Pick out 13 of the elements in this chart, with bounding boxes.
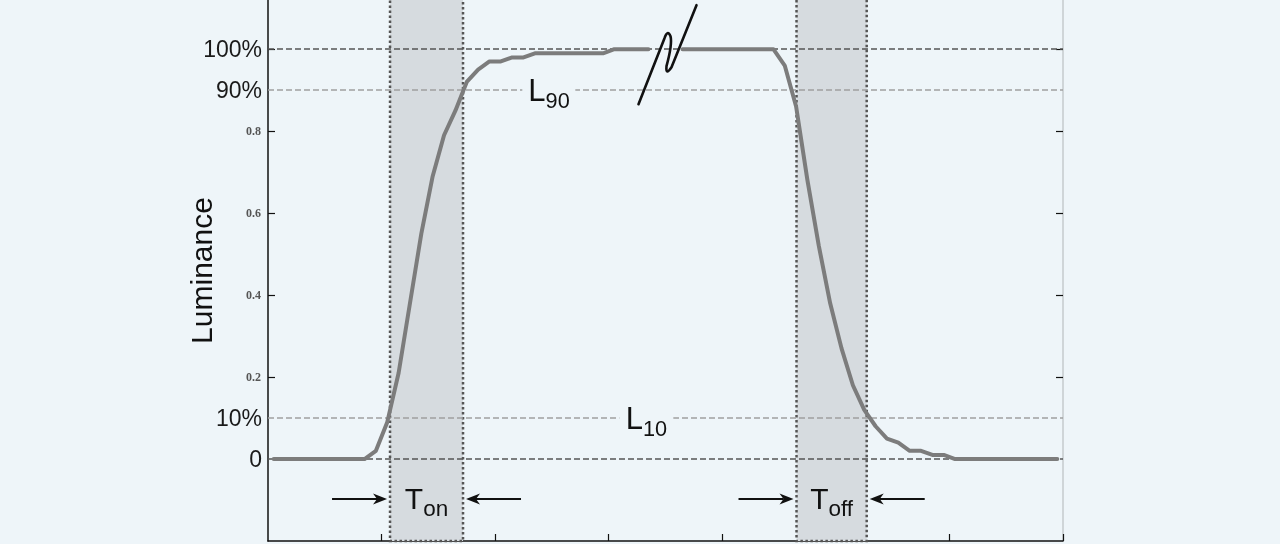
y-tick-label: 0.4 [246, 288, 261, 303]
annotation: L$_{90}$ [527, 72, 571, 114]
annotation: L$_{10}$ [624, 400, 669, 442]
ref-line-label: 0 [249, 446, 262, 473]
ref-line-label: 10% [215, 405, 262, 432]
y-tick-label: 0.2 [246, 370, 261, 385]
ref-line-label: 90% [215, 77, 262, 104]
y-axis-title: Luminance [184, 197, 218, 344]
ref-line-label: 100% [203, 36, 262, 63]
y-tick-label: 0.8 [246, 124, 261, 139]
annotation: T$_{off}$ [810, 482, 854, 521]
annotation: T$_{on}$ [404, 482, 449, 521]
y-tick-label: 0.6 [246, 206, 261, 221]
